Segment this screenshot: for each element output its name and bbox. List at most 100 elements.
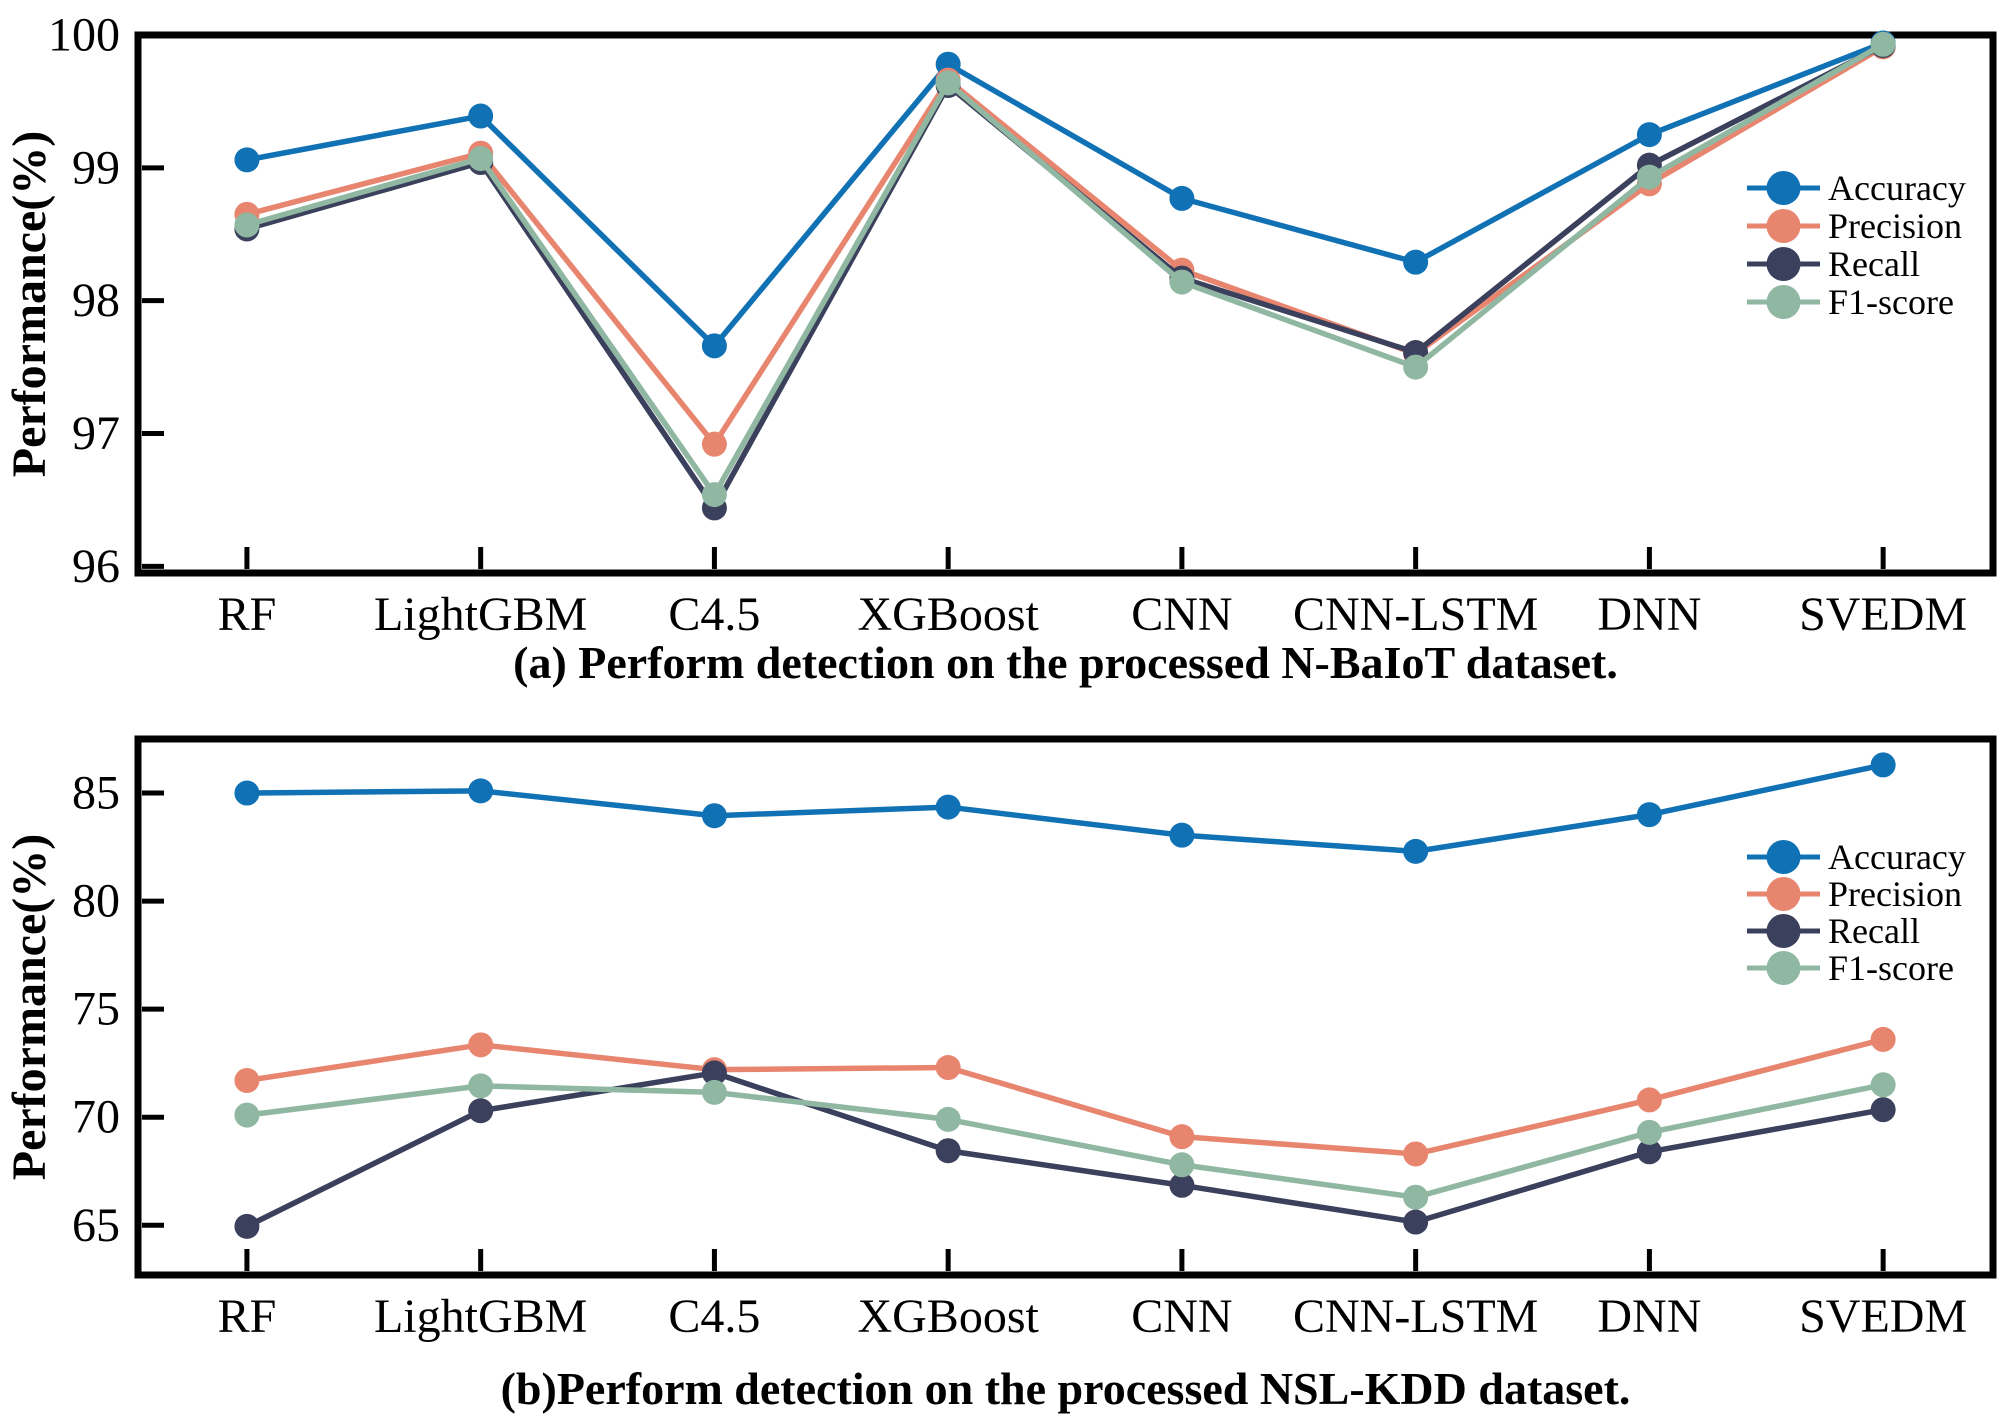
x-tick-label: RF <box>218 1290 277 1343</box>
data-point <box>935 1138 961 1164</box>
data-point <box>1636 164 1662 190</box>
y-tick-label: 99 <box>72 141 120 194</box>
x-tick-label: DNN <box>1597 588 1701 641</box>
legend-marker <box>1766 840 1801 874</box>
data-point <box>1403 354 1429 380</box>
x-tick-label: CNN <box>1131 588 1232 641</box>
legend-marker <box>1766 209 1801 243</box>
series-line <box>246 1036 1884 1157</box>
data-point <box>234 1102 260 1128</box>
data-point <box>1636 1119 1662 1145</box>
legend-label: Recall <box>1828 244 1920 284</box>
series-precision <box>234 1026 1896 1167</box>
ylabel-chart-b: Performance(%) <box>3 833 56 1181</box>
legend-label: Recall <box>1828 911 1920 951</box>
data-point <box>935 70 961 96</box>
legend-marker <box>1766 914 1801 948</box>
data-point <box>234 147 260 173</box>
x-tick-label: C4.5 <box>668 588 760 641</box>
series-line <box>246 1082 1884 1200</box>
x-tick-label: RF <box>218 588 277 641</box>
legend-marker <box>1766 171 1801 205</box>
plot-border <box>134 31 1997 577</box>
x-tick-label: LightGBM <box>374 1290 587 1343</box>
data-point <box>468 1098 494 1124</box>
series-recall <box>234 1060 1896 1239</box>
data-point <box>1403 1209 1429 1235</box>
data-point <box>468 1073 494 1099</box>
data-point <box>701 1079 727 1105</box>
y-tick-label: 70 <box>72 1091 120 1144</box>
series-line <box>245 1070 1884 1229</box>
data-point <box>1870 1072 1896 1098</box>
x-tick-label: LightGBM <box>374 588 587 641</box>
data-point <box>1636 1087 1662 1113</box>
data-point <box>234 780 260 806</box>
legend-label: F1-score <box>1828 948 1954 988</box>
data-point <box>1870 31 1896 57</box>
data-point <box>1403 249 1429 275</box>
x-tick-label: SVEDM <box>1799 1290 1967 1343</box>
data-point <box>701 803 727 829</box>
data-point <box>1636 122 1662 148</box>
data-point <box>935 794 961 820</box>
x-tick-label: SVEDM <box>1799 588 1967 641</box>
y-tick-label: 65 <box>72 1199 120 1252</box>
x-tick-label: XGBoost <box>857 588 1039 641</box>
chart-a: 96 97 98 99 100 RF LightGBM C4.5 XGBoost CNN CNN-L… <box>48 9 1997 641</box>
data-point <box>1169 1172 1195 1198</box>
plot-border <box>134 735 1997 1279</box>
data-point <box>701 482 727 508</box>
x-tick-label: CNN-LSTM <box>1293 588 1538 641</box>
y-tick-label: 80 <box>72 875 120 928</box>
caption-chart-b: (b)Perform detection on the processed NS… <box>500 1363 1631 1414</box>
data-point <box>1870 1026 1896 1052</box>
legend-marker <box>1766 951 1801 985</box>
data-point <box>234 1213 260 1239</box>
series-accuracy <box>234 752 1896 864</box>
data-point <box>1169 1124 1195 1150</box>
y-tick-label: 98 <box>72 274 120 327</box>
data-point <box>935 1055 961 1081</box>
data-point <box>234 212 260 238</box>
data-point <box>701 333 727 359</box>
y-tick-label: 97 <box>72 407 120 460</box>
data-point <box>1870 752 1896 778</box>
data-point <box>1169 269 1195 295</box>
x-tick-label: CNN <box>1131 1290 1232 1343</box>
legend-label: Accuracy <box>1828 837 1966 877</box>
x-tick-label: XGBoost <box>857 1290 1039 1343</box>
data-point <box>468 103 494 129</box>
ylabel-chart-a: Performance(%) <box>3 130 56 478</box>
legend-label: Accuracy <box>1828 168 1966 208</box>
data-point <box>1403 838 1429 864</box>
legend-marker <box>1766 285 1801 319</box>
data-point <box>1169 1152 1195 1178</box>
data-point <box>468 1032 494 1058</box>
data-point <box>1636 802 1662 828</box>
data-point <box>701 431 727 457</box>
data-point <box>1403 1141 1429 1167</box>
y-tick-label: 85 <box>72 767 120 820</box>
legend-label: F1-score <box>1828 282 1954 322</box>
legend-marker <box>1766 247 1801 281</box>
x-tick-label: C4.5 <box>668 1290 760 1343</box>
legend-label: Precision <box>1828 206 1962 246</box>
x-tick-label: CNN-LSTM <box>1293 1290 1538 1343</box>
data-point <box>1870 1097 1896 1123</box>
series-precision <box>234 34 1896 457</box>
data-point <box>234 1067 260 1093</box>
series-f1-score <box>234 31 1896 508</box>
y-tick-label: 100 <box>48 9 120 62</box>
data-point <box>1636 1139 1662 1165</box>
data-point <box>1403 1184 1429 1210</box>
chart-b: 65 70 75 80 85 RF LightGBM C4.5 XGBoost CNN CNN-LS… <box>72 735 1997 1343</box>
data-point <box>468 146 494 172</box>
data-point <box>1169 185 1195 211</box>
series-line <box>246 41 1885 498</box>
data-point <box>701 1060 727 1086</box>
x-tick-label: DNN <box>1597 1290 1701 1343</box>
